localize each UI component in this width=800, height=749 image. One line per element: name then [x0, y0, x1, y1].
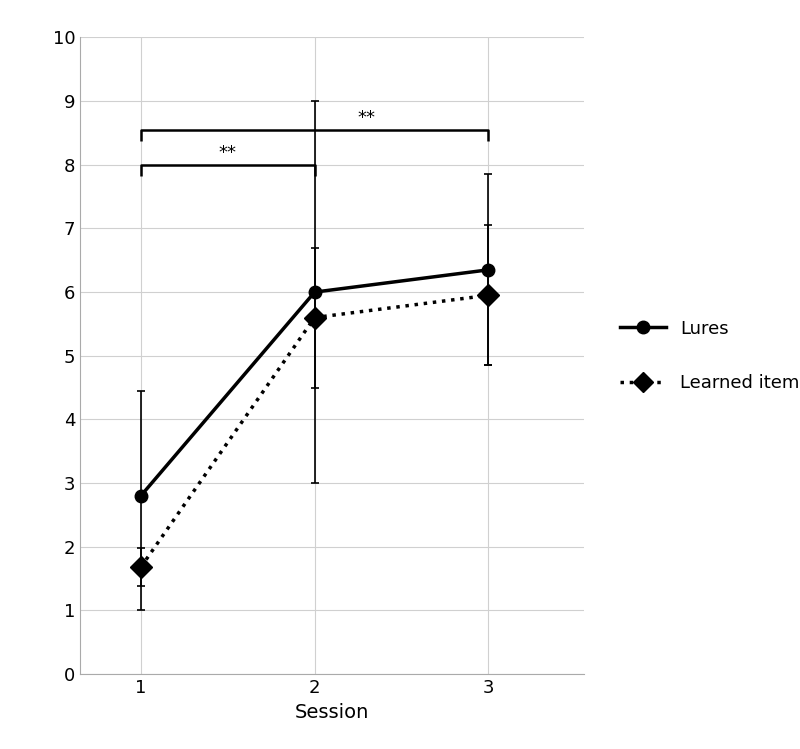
- Text: **: **: [218, 145, 237, 163]
- X-axis label: Session: Session: [295, 703, 369, 721]
- Legend: Lures, Learned items: Lures, Learned items: [613, 312, 800, 399]
- Text: **: **: [358, 109, 376, 127]
